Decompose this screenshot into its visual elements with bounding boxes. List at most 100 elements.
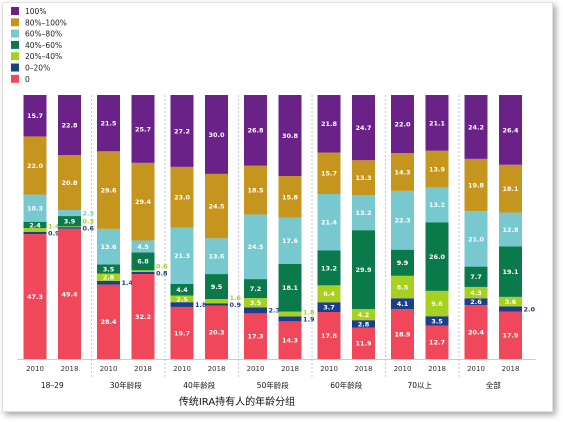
segment-label: 24.5	[208, 202, 225, 210]
legend-swatch	[11, 74, 19, 83]
age-group-label: 30年龄段	[110, 380, 143, 390]
bar-segment	[278, 217, 302, 264]
bar-segment	[58, 226, 81, 228]
segment-label: 29.6	[100, 186, 117, 194]
legend-swatch	[11, 7, 19, 15]
bar-segment	[391, 95, 414, 154]
bar-segment	[352, 195, 375, 231]
segment-label: 12.8	[502, 226, 519, 234]
segment-label: 19.1	[502, 268, 519, 276]
segment-label: 15.8	[282, 193, 299, 201]
bar-segment	[278, 176, 302, 218]
bar-segment	[23, 228, 47, 232]
bar-segment	[317, 302, 341, 313]
bar-segment	[58, 216, 81, 227]
segment-label: 6.4	[323, 290, 335, 298]
segment-label: 7.2	[250, 285, 262, 293]
segment-label: 26.0	[429, 253, 446, 261]
year-tick-label: 2010	[467, 365, 485, 373]
bar-segment	[317, 194, 341, 251]
segment-label: 2.0	[524, 305, 536, 313]
segment-label: 14.3	[394, 168, 410, 176]
age-group-label: 全部	[486, 380, 501, 390]
segment-label: 27.2	[174, 127, 190, 135]
bar-segment	[391, 309, 414, 359]
bar-segment	[425, 316, 449, 326]
bar-segment	[205, 95, 228, 174]
bar-segment	[58, 228, 81, 359]
segment-label: 4.1	[397, 300, 409, 308]
bar-segment	[23, 95, 47, 137]
legend-label: 0	[25, 75, 30, 84]
segment-label: 21.0	[468, 235, 485, 243]
bar-segment	[170, 295, 194, 303]
bar-segment	[464, 305, 488, 359]
segment-label: 1.4	[48, 222, 60, 230]
bar-segment	[278, 263, 302, 312]
legend-label: 60%–80%	[25, 30, 62, 39]
bar-segment	[23, 234, 47, 359]
bar-segment	[23, 231, 47, 235]
bar-segment	[278, 316, 302, 322]
legend-swatch	[11, 18, 19, 27]
bar-segment	[464, 266, 488, 287]
bar-segment	[391, 298, 414, 310]
bar-segment	[23, 194, 47, 222]
segment-label: 21.3	[174, 252, 190, 260]
age-group-label: 18–29	[41, 381, 64, 390]
segment-label: 25.7	[135, 125, 151, 133]
bar-segment	[170, 306, 194, 359]
bar-segment	[244, 279, 267, 299]
bar-segment	[425, 325, 449, 359]
bar-segment	[464, 95, 488, 159]
bar-segment	[464, 286, 488, 299]
segment-label: 17.6	[282, 237, 299, 245]
bar-segment	[499, 296, 522, 307]
segment-label: 3.6	[505, 298, 517, 306]
bar-segment	[278, 311, 302, 317]
segment-label: 1.9	[303, 315, 315, 323]
segment-label: 3.7	[323, 304, 335, 312]
year-tick-label: 2018	[502, 365, 520, 373]
bar-segment	[97, 264, 120, 274]
bar-segment	[205, 274, 228, 300]
stacked-bar-chart: 100%80%–100%60%–80%40%–60%20%–40%0–20%0 …	[11, 7, 536, 408]
age-group-label: 50年龄段	[257, 380, 290, 390]
bar-segment	[499, 311, 522, 359]
segment-label: 0.9	[48, 229, 60, 237]
bar-segment	[205, 173, 228, 239]
bars-layer: 47.30.91.42.410.322.015.749.40.60.33.92.…	[23, 95, 536, 359]
bar-segment	[58, 227, 81, 229]
age-group-label: 70以上	[407, 381, 432, 390]
legend-label: 20%–40%	[25, 52, 62, 61]
bar-segment	[499, 306, 522, 312]
year-tick-label: 2010	[320, 365, 338, 373]
segment-label: 30.0	[208, 131, 225, 139]
segment-label: 1.8	[195, 301, 207, 309]
bar-segment	[131, 240, 155, 253]
segment-label: 21.8	[321, 120, 338, 128]
segment-label: 18.5	[247, 186, 264, 194]
bar-segment	[131, 270, 155, 272]
segment-label: 22.8	[61, 121, 78, 129]
segment-label: 24.2	[468, 123, 484, 131]
segment-label: 21.1	[429, 119, 446, 127]
segment-label: 13.3	[355, 174, 371, 182]
bar-segment	[170, 283, 194, 296]
segment-label: 0.8	[156, 269, 168, 277]
bar-segment	[244, 313, 267, 359]
segment-label: 6.8	[137, 258, 149, 266]
segment-label: 13.2	[429, 201, 445, 209]
segment-label: 23.0	[174, 194, 191, 202]
segment-label: 2.8	[358, 320, 370, 328]
year-tick-label: 2018	[61, 365, 79, 373]
segment-label: 0.6	[156, 262, 168, 270]
bar-segment	[97, 280, 120, 285]
bar-segment	[278, 95, 302, 177]
segment-label: 18.1	[502, 185, 519, 193]
segment-label: 18.1	[282, 284, 299, 292]
segment-label: 26.4	[502, 126, 519, 134]
segment-label: 8.5	[397, 283, 409, 291]
bar-segment	[170, 302, 194, 307]
bar-segment	[425, 222, 449, 291]
